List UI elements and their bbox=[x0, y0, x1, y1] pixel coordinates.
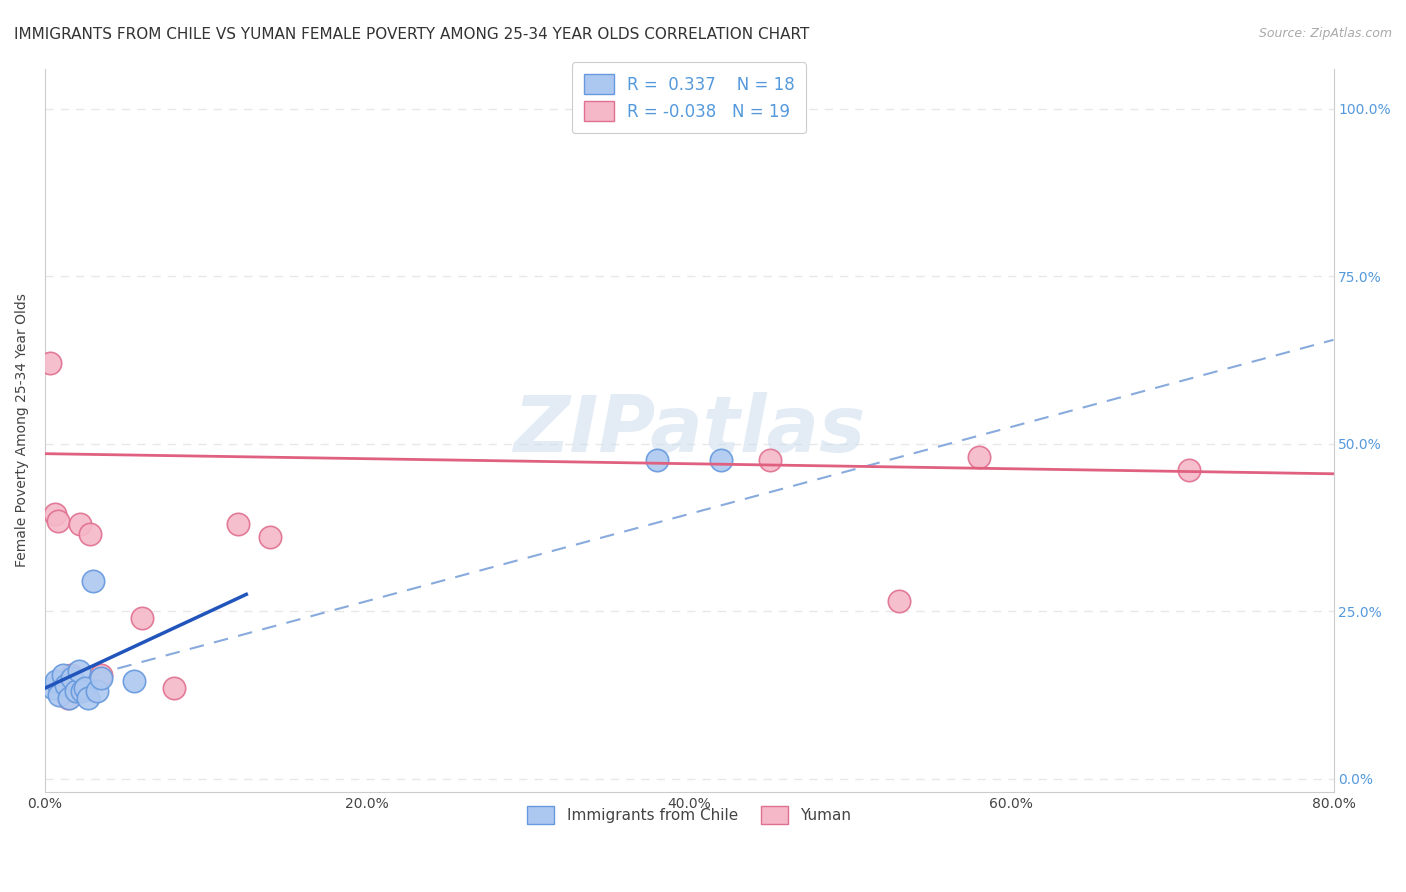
Point bbox=[38, 356, 60, 370]
Point bbox=[645, 453, 668, 467]
Point bbox=[90, 667, 112, 681]
Point bbox=[758, 453, 780, 467]
Point bbox=[48, 688, 70, 702]
Point bbox=[46, 514, 69, 528]
Point bbox=[1177, 463, 1199, 477]
Legend: Immigrants from Chile, Yuman: Immigrants from Chile, Yuman bbox=[516, 795, 862, 835]
Point bbox=[82, 574, 104, 588]
Point bbox=[52, 667, 75, 681]
Point bbox=[887, 594, 910, 608]
Point bbox=[44, 507, 66, 521]
Y-axis label: Female Poverty Among 25-34 Year Olds: Female Poverty Among 25-34 Year Olds bbox=[15, 293, 30, 567]
Point bbox=[226, 516, 249, 531]
Point bbox=[131, 611, 153, 625]
Point bbox=[86, 684, 108, 698]
Point bbox=[75, 681, 97, 695]
Text: Source: ZipAtlas.com: Source: ZipAtlas.com bbox=[1258, 27, 1392, 40]
Point bbox=[60, 671, 83, 685]
Text: IMMIGRANTS FROM CHILE VS YUMAN FEMALE POVERTY AMONG 25-34 YEAR OLDS CORRELATION : IMMIGRANTS FROM CHILE VS YUMAN FEMALE PO… bbox=[14, 27, 810, 42]
Point bbox=[55, 678, 77, 692]
Point bbox=[69, 516, 91, 531]
Point bbox=[58, 691, 80, 706]
Point bbox=[90, 671, 112, 685]
Point bbox=[967, 450, 990, 464]
Point bbox=[79, 527, 101, 541]
Point bbox=[77, 691, 100, 706]
Point bbox=[122, 674, 145, 689]
Point bbox=[63, 684, 86, 698]
Point bbox=[67, 665, 90, 679]
Point bbox=[42, 681, 65, 695]
Point bbox=[45, 674, 67, 689]
Point bbox=[710, 453, 733, 467]
Point bbox=[49, 681, 72, 695]
Point bbox=[59, 667, 82, 681]
Point bbox=[65, 684, 87, 698]
Point bbox=[70, 684, 93, 698]
Point bbox=[259, 530, 281, 544]
Point bbox=[53, 678, 76, 692]
Point bbox=[56, 691, 79, 706]
Point bbox=[163, 681, 186, 695]
Text: ZIPatlas: ZIPatlas bbox=[513, 392, 865, 468]
